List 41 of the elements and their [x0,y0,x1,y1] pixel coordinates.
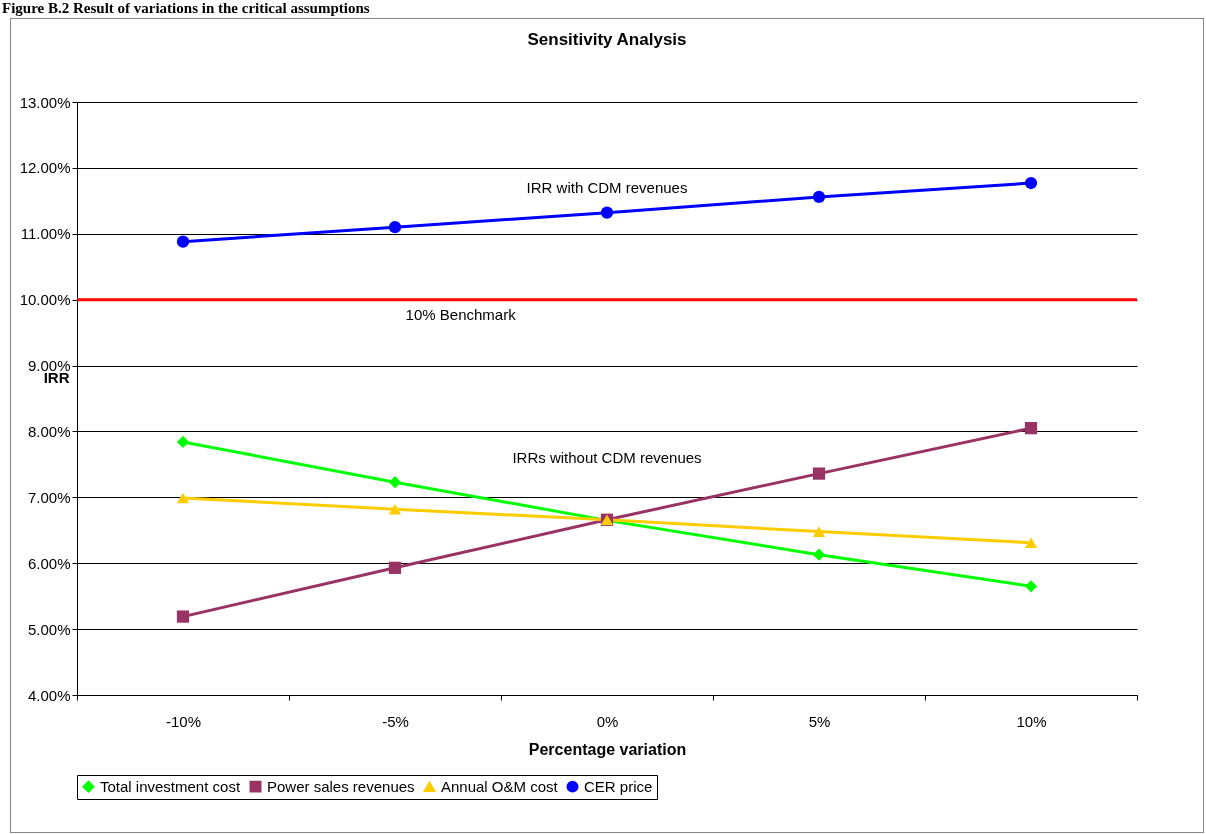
point [812,190,826,203]
point [600,206,614,219]
annotation: IRR with CDM revenues [526,178,688,196]
annotation: IRRs without CDM revenues [512,448,702,466]
y-tick-label: 13.00% [19,93,71,111]
point [176,610,190,623]
y-tick-label: 10.00% [19,291,71,309]
legend-label: Total investment cost [100,777,241,795]
point [1024,580,1038,593]
x-tick-label: -5% [382,712,409,730]
point [1024,537,1038,549]
x-tick-label: 5% [808,712,831,730]
x-axis-title: Percentage variation [528,740,687,758]
chart-title: Sensitivity Analysis [527,30,687,49]
point [388,503,402,515]
point [812,526,826,537]
y-tick-label: 5.00% [27,620,71,638]
ref-line-label: 10% Benchmark [405,305,517,323]
point [388,476,402,489]
legend-label: CER price [584,777,653,795]
legend-label: Annual O&M cost [441,777,559,795]
point [176,235,190,248]
y-tick-label: 6.00% [27,554,71,572]
point [1024,176,1038,190]
point [812,467,826,480]
point [388,221,402,234]
y-tick-label: 11.00% [20,225,71,243]
point [176,492,190,504]
point [812,548,826,561]
point [388,561,402,574]
x-tick-label: 0% [596,712,619,730]
y-tick-label: 8.00% [27,422,71,440]
x-tick-label: -10% [165,712,202,730]
point [176,435,190,449]
y-tick-label: 12.00% [19,159,71,177]
y-tick-label: 7.00% [27,488,71,506]
legend-label: Power sales revenues [267,777,415,795]
x-tick-label: 10% [1016,712,1047,730]
y-tick-label: 4.00% [27,686,71,704]
point [1024,422,1038,435]
text: Figure B.2 Result of variations in the critical assumptions [2,0,370,17]
